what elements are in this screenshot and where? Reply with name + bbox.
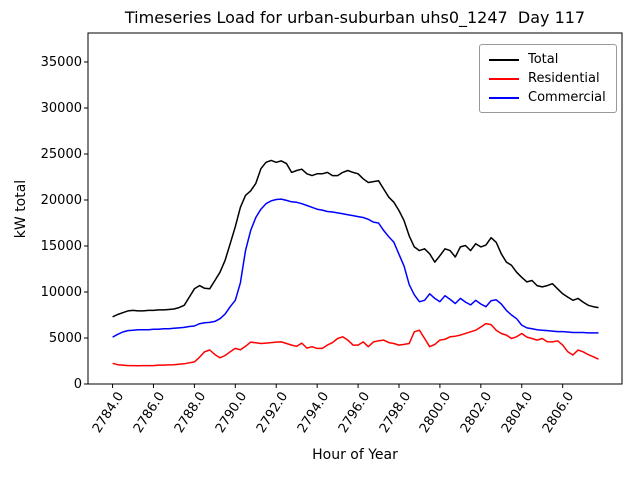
y-tick-label: 30000 (40, 100, 82, 116)
legend-line-residential (489, 77, 519, 80)
x-axis-label: Hour of Year (312, 447, 398, 463)
legend-label-total: Total (528, 52, 559, 67)
y-tick-label: 5000 (48, 330, 82, 346)
y-tick-label: 10000 (40, 284, 82, 300)
legend: Total Residential Commercial (479, 44, 617, 113)
legend-entry-residential: Residential (480, 69, 616, 88)
series-line-commercial (112, 198, 599, 338)
legend-label-commercial: Commercial (528, 90, 606, 105)
y-tick-label: 0 (73, 377, 82, 392)
y-tick-label: 35000 (40, 54, 82, 70)
series-line-residential (112, 322, 599, 367)
legend-line-total (489, 58, 519, 61)
legend-label-residential: Residential (528, 71, 600, 86)
y-tick-label: 25000 (40, 146, 82, 162)
legend-line-commercial (489, 96, 519, 99)
y-tick-label: 15000 (40, 238, 82, 254)
series-line-total (112, 159, 599, 318)
legend-entry-commercial: Commercial (480, 88, 616, 107)
y-tick-label: 20000 (40, 192, 82, 208)
axes-frame (87, 32, 623, 385)
chart-title: Timeseries Load for urban-suburban uhs0_… (124, 8, 586, 27)
legend-entry-total: Total (480, 50, 616, 69)
